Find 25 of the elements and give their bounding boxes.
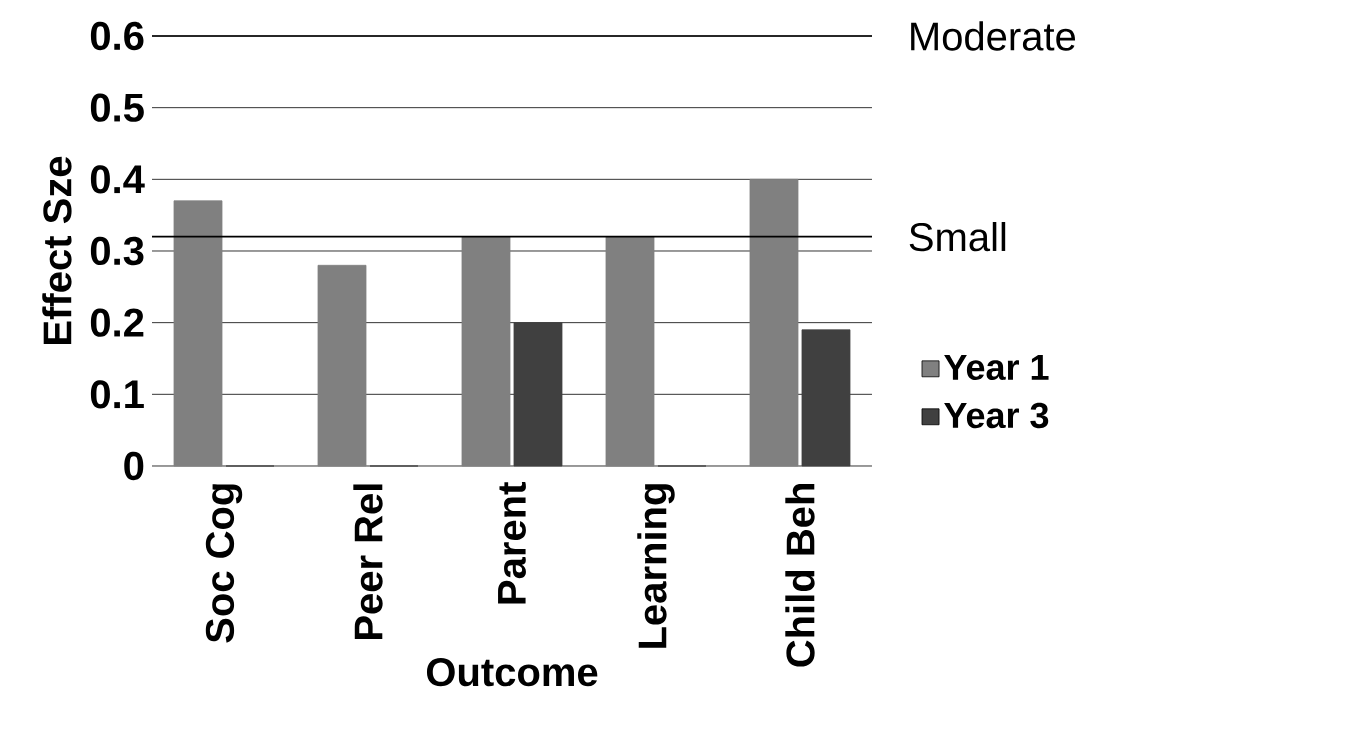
ref-line-label: Small — [909, 221, 1006, 252]
x-tick-label: Learning — [637, 484, 675, 648]
x-tick-label: Soc Cog — [205, 484, 243, 643]
bar — [173, 200, 223, 467]
y-axis-title: Effect Sze — [42, 156, 72, 344]
y-tick-label: 0.4 — [90, 165, 145, 194]
x-tick-label: Peer Rel — [353, 484, 383, 640]
bar — [317, 264, 367, 467]
bar — [801, 329, 851, 467]
bar — [513, 322, 563, 467]
legend-label: Year 1 — [944, 354, 1049, 381]
legend-label: Year 3 — [944, 402, 1049, 429]
x-axis-title: Outcome — [426, 657, 598, 687]
bar — [605, 236, 655, 467]
bar — [461, 236, 511, 467]
y-tick-label: 0 — [124, 451, 144, 481]
y-tick-label: 0.2 — [90, 308, 144, 337]
y-tick-label: 0.5 — [90, 93, 144, 122]
ref-line-label: Moderate — [911, 21, 1076, 51]
x-tick-label: Child Beh — [785, 484, 815, 667]
y-tick-label: 0.6 — [90, 21, 144, 51]
bar — [749, 178, 799, 467]
y-tick-label: 0.1 — [90, 380, 144, 409]
x-tick-label: Parent — [498, 482, 526, 604]
y-tick-label: 0.3 — [90, 236, 144, 266]
